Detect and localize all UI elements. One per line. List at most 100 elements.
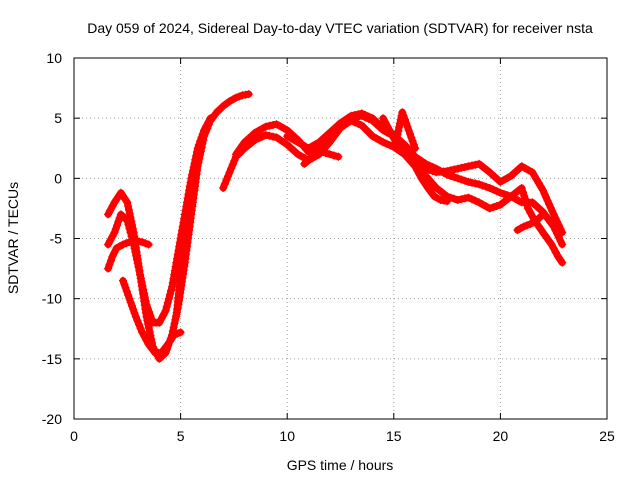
data-point-marker [132, 251, 141, 260]
data-point-marker [510, 194, 519, 203]
data-point-marker [457, 175, 466, 184]
data-point-marker [122, 287, 131, 296]
data-point-marker [485, 184, 494, 192]
data-point-marker [147, 315, 156, 324]
data-point-marker [135, 320, 143, 329]
data-point-marker [137, 278, 146, 287]
data-point-marker [489, 185, 498, 194]
data-point-marker [457, 163, 466, 172]
data-point-marker [468, 195, 476, 204]
data-point-marker [198, 129, 207, 138]
data-point-marker [179, 218, 188, 227]
data-point-marker [136, 270, 145, 279]
data-point-marker [134, 263, 143, 272]
data-point-marker [165, 290, 174, 299]
data-point-marker [169, 323, 178, 332]
data-point-marker [145, 307, 153, 316]
data-point-marker [131, 312, 140, 321]
data-point-marker [206, 114, 215, 123]
data-point-marker [554, 233, 563, 242]
data-point-marker [185, 182, 194, 191]
data-point-marker [408, 137, 417, 145]
data-point-marker [190, 159, 199, 168]
data-point-marker [265, 131, 274, 140]
data-point-marker [357, 109, 366, 118]
data-point-marker [197, 133, 206, 142]
data-point-marker [471, 196, 480, 205]
data-point-marker [446, 171, 455, 180]
data-point-marker [489, 203, 498, 212]
data-point-marker [164, 294, 173, 303]
y-tick-label: 5 [54, 110, 62, 126]
data-point-marker [224, 172, 232, 181]
data-point-marker [354, 110, 363, 119]
data-point-marker [464, 177, 473, 186]
data-point-marker [421, 159, 430, 168]
data-point-marker [125, 224, 134, 233]
data-point-marker [453, 174, 462, 183]
data-point-marker [124, 220, 133, 229]
data-point-marker [196, 137, 205, 145]
data-point-marker [135, 266, 144, 275]
series-track-6 [219, 116, 567, 267]
data-point-marker [258, 132, 267, 141]
data-point-marker [514, 196, 523, 205]
data-point-marker [219, 184, 228, 192]
data-point-marker [520, 192, 529, 201]
data-point-marker [110, 248, 119, 257]
data-point-marker [130, 244, 139, 253]
data-point-marker [471, 179, 480, 188]
y-tick-label: 10 [46, 50, 62, 66]
series-track-2 [104, 114, 215, 327]
data-point-marker [225, 168, 234, 177]
data-point-marker [308, 142, 317, 151]
data-point-marker [503, 191, 512, 200]
data-point-marker [407, 133, 416, 142]
data-point-marker [146, 311, 155, 320]
data-point-marker [500, 175, 508, 184]
data-point-marker [184, 190, 193, 199]
data-point-marker [269, 132, 277, 141]
data-point-marker [386, 141, 395, 150]
y-tick-label: -20 [42, 411, 62, 427]
data-point-marker [183, 194, 192, 203]
data-point-marker [183, 226, 192, 235]
data-point-marker [409, 140, 418, 149]
series-track-8 [283, 109, 567, 249]
data-point-marker [108, 252, 117, 261]
data-point-marker [136, 274, 145, 283]
data-point-marker [464, 162, 473, 171]
data-point-marker [185, 186, 194, 195]
data-point-marker [432, 164, 441, 173]
data-point-marker [228, 160, 237, 169]
data-point-marker [168, 282, 177, 291]
data-point-marker [368, 132, 377, 141]
data-point-marker [521, 164, 530, 173]
data-point-marker [425, 161, 434, 170]
data-point-marker [548, 207, 557, 215]
data-point-marker [500, 190, 508, 198]
data-point-marker [189, 163, 198, 172]
data-point-marker [254, 134, 263, 143]
data-point-marker [192, 151, 201, 160]
data-point-marker [140, 293, 149, 302]
data-point-marker [140, 289, 149, 298]
data-point-marker [183, 198, 191, 207]
data-point-marker [136, 324, 145, 333]
data-point-marker [125, 294, 134, 303]
data-point-marker [188, 170, 197, 179]
data-point-marker [468, 161, 476, 170]
data-point-marker [393, 130, 402, 139]
data-point-marker [406, 129, 414, 138]
data-point-marker [181, 206, 190, 215]
data-point-marker [143, 304, 152, 313]
data-point-marker [450, 194, 459, 203]
data-point-marker [403, 122, 412, 131]
series-track-9 [379, 108, 420, 153]
data-point-marker [453, 196, 462, 204]
data-point-marker [293, 138, 302, 147]
data-point-marker [188, 166, 197, 175]
data-point-marker [120, 280, 129, 289]
data-point-marker [286, 134, 295, 143]
